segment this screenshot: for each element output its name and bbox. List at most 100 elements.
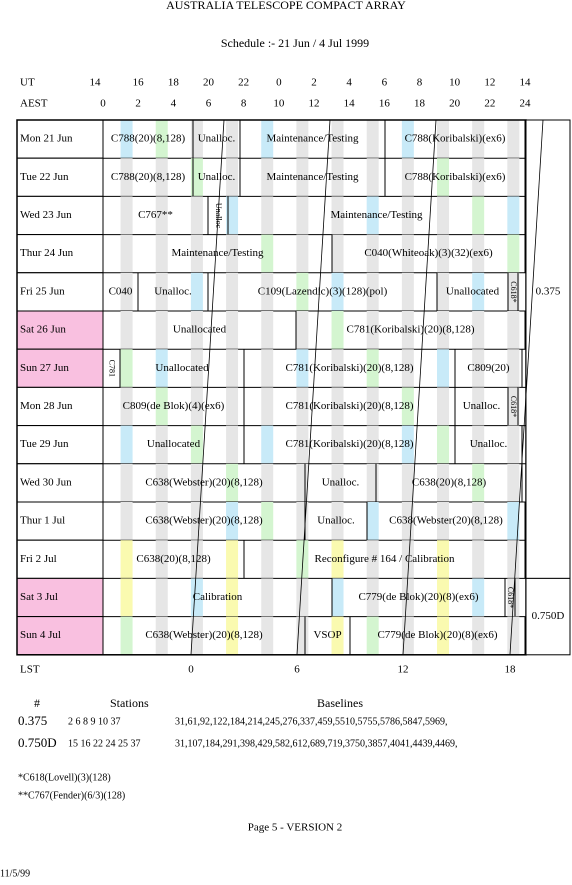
day-label: Wed 23 Jun — [20, 209, 72, 221]
stripe — [472, 272, 485, 311]
ut-tick: 22 — [238, 77, 249, 89]
stripe — [261, 502, 274, 541]
stripe — [155, 196, 168, 235]
aest-tick: 4 — [171, 98, 177, 110]
stripe — [155, 158, 168, 197]
stripe — [155, 272, 168, 311]
stripe — [261, 616, 274, 655]
lst-tick: 12 — [398, 664, 409, 676]
stripe — [155, 578, 168, 617]
stripe — [437, 578, 450, 617]
stripe — [120, 578, 133, 617]
table-cell: 2 6 8 9 10 37 — [68, 716, 121, 727]
cell-label: C809(20) — [467, 362, 510, 374]
stripe — [261, 272, 274, 311]
stripe — [226, 349, 239, 388]
subtitle: Schedule :- 21 Jun / 4 Jul 1999 — [221, 36, 369, 50]
stripe — [507, 158, 520, 197]
stripe — [120, 387, 133, 426]
ut-tick: 18 — [168, 77, 180, 89]
ut-tick: 0 — [276, 77, 282, 89]
stripe — [401, 349, 414, 388]
stripe — [507, 616, 520, 655]
stripe — [401, 311, 414, 350]
stripe — [472, 540, 485, 579]
stripe — [507, 463, 520, 502]
stripe — [437, 272, 450, 311]
stripe — [190, 616, 203, 655]
stripe — [437, 616, 450, 655]
table-cell: 0.375 — [18, 713, 47, 728]
stripe — [120, 158, 133, 197]
cell-label: Maintenance/Testing — [266, 171, 359, 183]
ut-tick: 8 — [417, 77, 423, 89]
stripe — [366, 349, 379, 388]
stripe — [261, 387, 274, 426]
cell-label: Unalloc. — [198, 171, 236, 183]
aest-tick: 6 — [206, 98, 212, 110]
day-cell — [16, 348, 104, 388]
ut-tick: 6 — [382, 77, 388, 89]
stripe — [296, 120, 309, 159]
config-box — [525, 119, 571, 579]
table-header: Baselines — [317, 696, 363, 710]
table-cell: 31,107,184,291,398,429,582,612,689,719,3… — [175, 738, 458, 749]
ut-tick: 2 — [311, 77, 317, 89]
stripe — [472, 387, 485, 426]
stripe — [331, 578, 344, 617]
stripe — [507, 349, 520, 388]
stripe — [331, 616, 344, 655]
stripe — [261, 311, 274, 350]
lst-line — [509, 119, 544, 655]
stripe — [437, 196, 450, 235]
stripe — [296, 387, 309, 426]
stripe — [437, 234, 450, 273]
stripe — [155, 502, 168, 541]
aest-tick: 16 — [379, 98, 391, 110]
stripe — [437, 349, 450, 388]
day-label: Tue 29 Jun — [20, 438, 69, 450]
stripe — [226, 387, 239, 426]
stripe — [366, 425, 379, 464]
day-cell — [16, 425, 104, 465]
cell-label: C767** — [138, 209, 173, 221]
day-label: Mon 21 Jun — [20, 133, 73, 145]
stripe — [155, 425, 168, 464]
aest-tick: 8 — [241, 98, 247, 110]
stripe — [366, 234, 379, 273]
aest-tick: 22 — [484, 98, 495, 110]
stripe — [155, 540, 168, 579]
stripe — [472, 120, 485, 159]
stripe — [226, 616, 239, 655]
stripe — [155, 120, 168, 159]
cell-label: C040 — [109, 285, 133, 297]
stripe — [331, 425, 344, 464]
stripe — [296, 234, 309, 273]
stripe — [401, 578, 414, 617]
stripe — [155, 349, 168, 388]
stripe — [401, 425, 414, 464]
stripe — [331, 349, 344, 388]
stripe — [120, 425, 133, 464]
stripe — [120, 196, 133, 235]
stripe — [507, 387, 520, 426]
lst-label: LST — [20, 664, 40, 676]
stripe — [226, 311, 239, 350]
ut-tick: 12 — [484, 77, 495, 89]
cell-label: C781(Koribalski)(20)(8,128) — [285, 400, 413, 412]
stripe — [507, 311, 520, 350]
stripe — [366, 311, 379, 350]
stripe — [507, 234, 520, 273]
stripe — [472, 578, 485, 617]
cell-label: Unalloc. — [322, 476, 360, 488]
cell-label: C781 — [108, 360, 117, 377]
stripe — [437, 158, 450, 197]
table-cell: 31,61,92,122,184,214,245,276,337,459,551… — [175, 716, 448, 727]
stripe — [226, 196, 239, 235]
stripe — [366, 120, 379, 159]
stripe — [296, 311, 309, 350]
stripe — [366, 272, 379, 311]
stripe — [296, 578, 309, 617]
cell-label: C040(Whiteoak)(3)(32)(ex6) — [364, 247, 493, 259]
day-label: Thur 24 Jun — [20, 247, 74, 259]
